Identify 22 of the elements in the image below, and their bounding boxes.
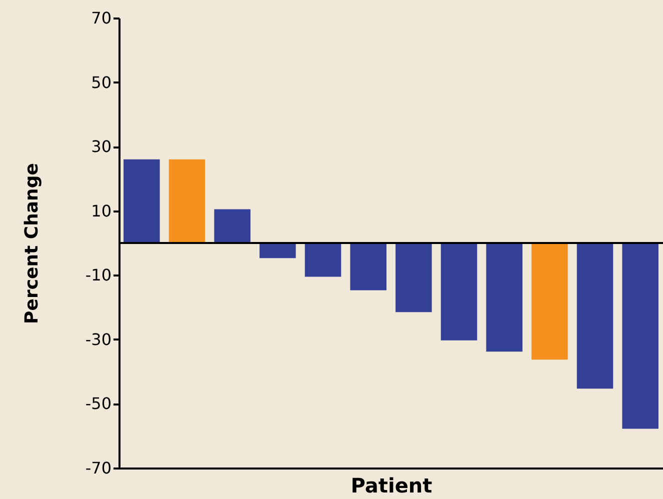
bar <box>304 243 342 277</box>
bar <box>396 243 432 312</box>
bar <box>168 159 206 243</box>
y-axis-title: Percent Change <box>21 163 42 324</box>
bar <box>486 243 522 352</box>
y-tick-label: 70 <box>91 8 112 28</box>
bar <box>214 209 250 243</box>
bar <box>350 243 386 290</box>
y-tick-label: 50 <box>91 72 112 92</box>
bar <box>440 243 478 340</box>
y-tick-label: 10 <box>91 201 112 220</box>
y-tick-label: -70 <box>85 458 112 478</box>
bar <box>622 243 658 429</box>
bar <box>532 243 568 360</box>
y-tick-label: -10 <box>85 266 112 285</box>
y-tick-label: 30 <box>91 137 112 156</box>
bar <box>124 159 160 243</box>
x-axis-title: Patient <box>350 474 433 498</box>
y-tick-label: -50 <box>85 394 112 414</box>
bar <box>576 243 614 389</box>
y-tick-label: -30 <box>85 330 112 349</box>
bar <box>260 243 296 258</box>
